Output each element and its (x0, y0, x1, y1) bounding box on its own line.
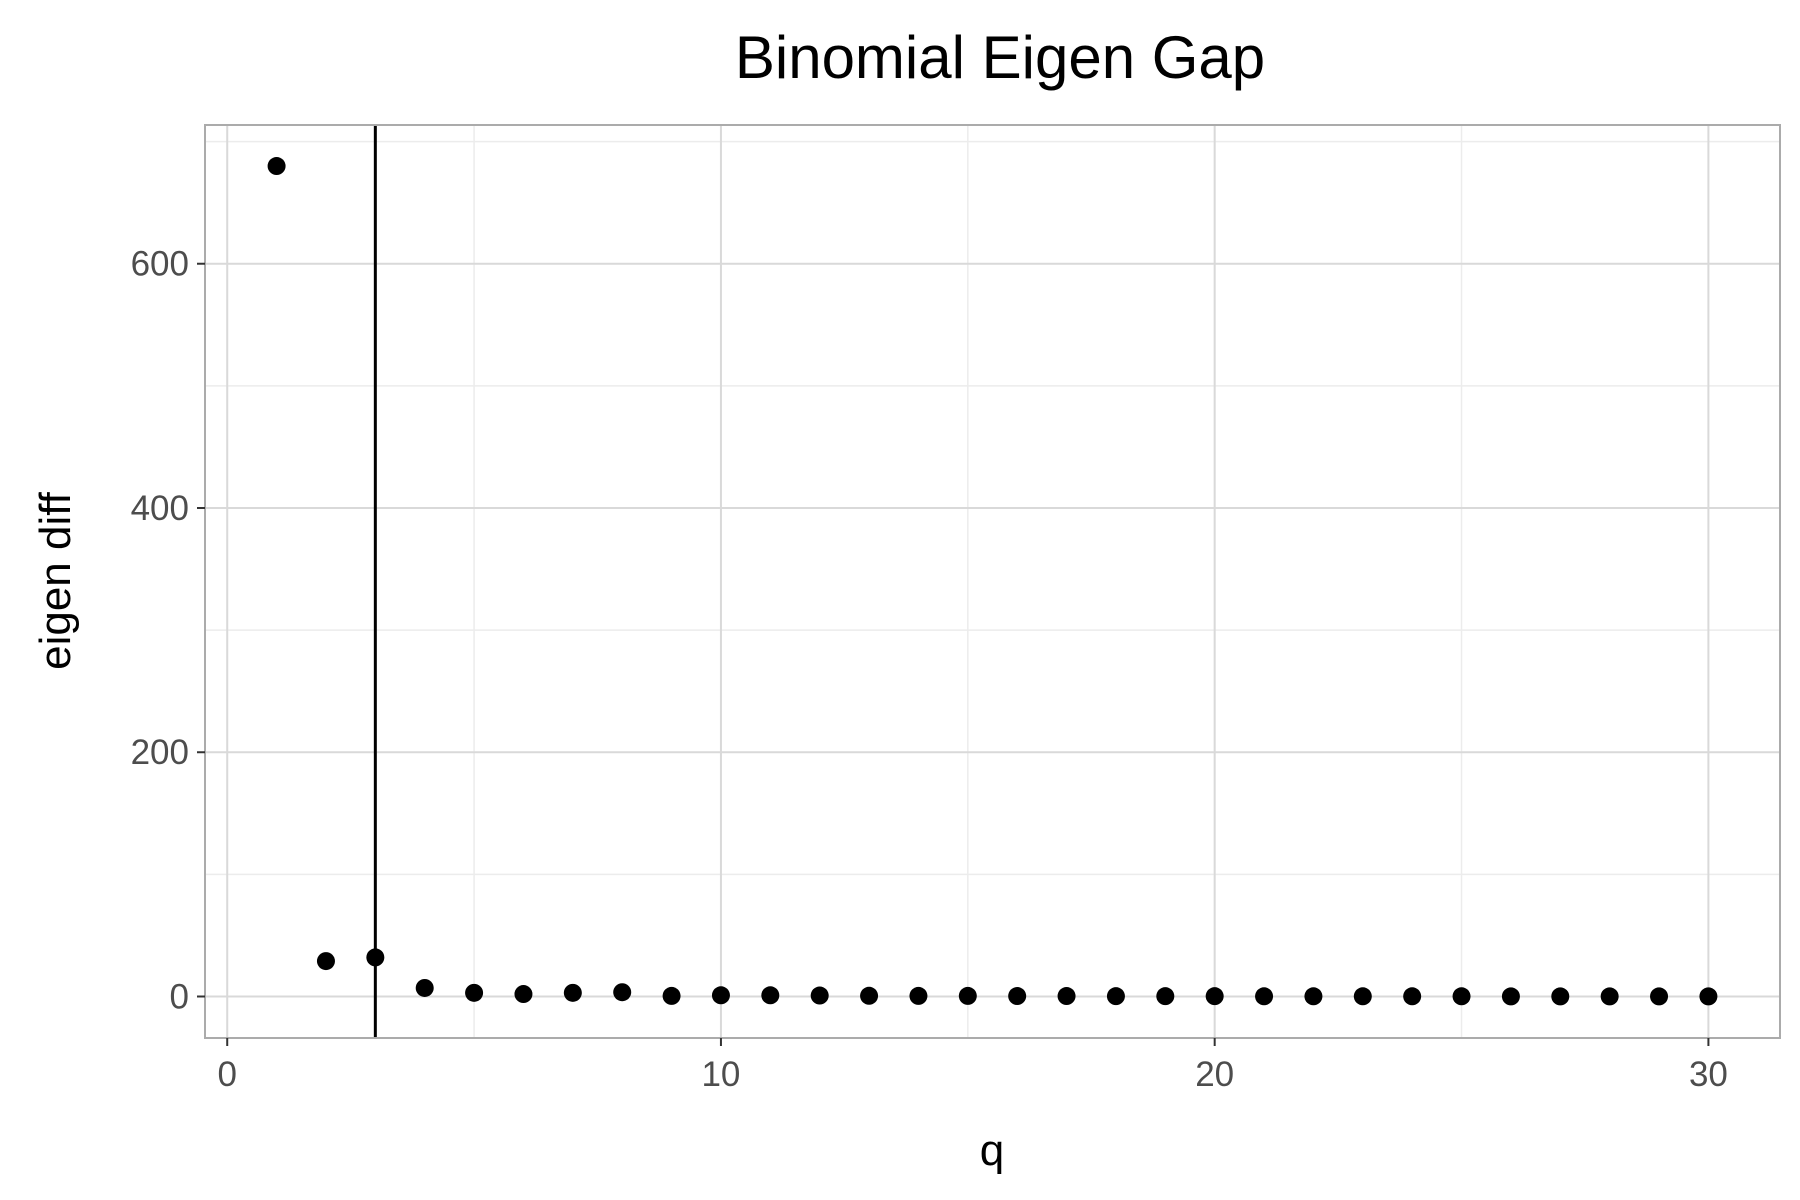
chart-title: Binomial Eigen Gap (735, 24, 1265, 91)
x-tick-label: 0 (217, 1055, 236, 1094)
data-point (1403, 987, 1422, 1006)
data-point (1600, 987, 1619, 1006)
y-tick-label: 400 (131, 489, 189, 528)
data-point (1106, 987, 1125, 1006)
data-point (662, 986, 681, 1005)
data-points (267, 157, 1718, 1006)
y-tick-label: 600 (131, 245, 189, 284)
data-point (1452, 987, 1471, 1006)
data-point (415, 978, 434, 997)
data-point (1156, 987, 1175, 1006)
y-axis-label: eigen diff (31, 491, 80, 670)
data-point (761, 986, 780, 1005)
grid-lines (205, 125, 1780, 1038)
data-point (711, 986, 730, 1005)
x-tick-label: 30 (1689, 1055, 1728, 1094)
data-point (1699, 987, 1718, 1006)
y-tick-label: 200 (131, 733, 189, 772)
data-point (613, 983, 632, 1002)
panel-border (204, 124, 1781, 1039)
data-point (1008, 987, 1027, 1006)
data-point (1304, 987, 1323, 1006)
data-point (1650, 987, 1669, 1006)
data-point (1353, 987, 1372, 1006)
data-point (860, 986, 879, 1005)
data-point (1057, 987, 1076, 1006)
data-point (267, 157, 286, 176)
data-point (909, 986, 928, 1005)
x-axis-ticks: 0 10 20 30 (217, 1038, 1728, 1094)
data-point (316, 952, 335, 971)
y-tick-label: 0 (170, 978, 189, 1017)
data-point (810, 986, 829, 1005)
x-tick-label: 20 (1195, 1055, 1234, 1094)
data-point (563, 983, 582, 1002)
data-point (465, 983, 484, 1002)
data-point (1205, 987, 1224, 1006)
data-point (514, 985, 533, 1004)
data-point (1501, 987, 1520, 1006)
x-axis-label: q (980, 1126, 1004, 1175)
data-point (1255, 987, 1274, 1006)
y-axis-ticks: 0 200 400 600 (131, 245, 205, 1017)
data-point (366, 948, 385, 967)
data-point (958, 986, 977, 1005)
data-point (1551, 987, 1570, 1006)
x-tick-label: 10 (701, 1055, 740, 1094)
